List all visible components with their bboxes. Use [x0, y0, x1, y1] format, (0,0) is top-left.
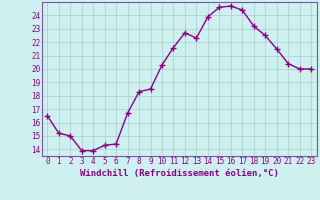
X-axis label: Windchill (Refroidissement éolien,°C): Windchill (Refroidissement éolien,°C): [80, 169, 279, 178]
